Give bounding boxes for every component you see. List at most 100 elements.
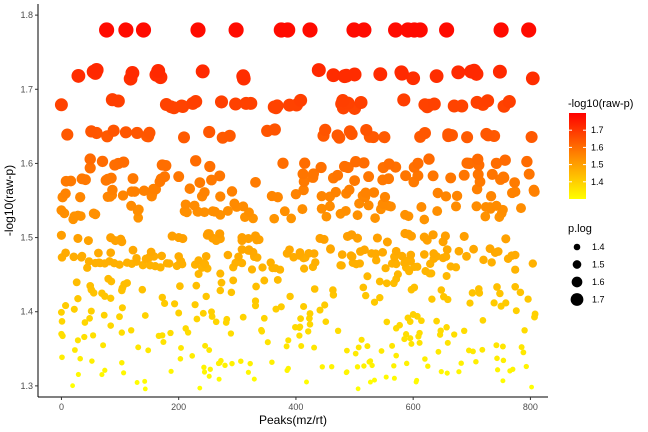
data-point <box>355 344 362 351</box>
data-point <box>358 336 365 343</box>
data-point <box>416 329 423 337</box>
data-point <box>315 233 325 243</box>
data-point <box>520 349 527 356</box>
data-point <box>360 123 373 137</box>
data-point <box>400 170 412 182</box>
data-point <box>159 332 166 339</box>
data-point <box>429 249 439 258</box>
color-bar <box>569 113 586 199</box>
data-point <box>311 344 318 351</box>
data-point <box>83 236 93 246</box>
data-point <box>148 183 159 195</box>
data-point <box>215 191 226 202</box>
data-point <box>363 272 372 281</box>
data-point <box>96 155 109 168</box>
data-point <box>129 186 140 197</box>
data-point <box>191 301 199 309</box>
data-point <box>216 286 225 295</box>
data-point <box>326 68 341 83</box>
data-point <box>207 366 213 372</box>
data-point <box>229 360 235 367</box>
data-point <box>100 342 107 349</box>
data-point <box>250 176 261 188</box>
data-point <box>73 233 83 243</box>
data-point <box>250 231 261 241</box>
data-point <box>174 252 183 261</box>
data-point <box>492 64 507 79</box>
data-point <box>194 256 203 265</box>
data-point <box>133 204 144 215</box>
data-point <box>414 377 420 383</box>
data-point <box>238 201 249 212</box>
data-point <box>252 282 260 291</box>
size-key-circle <box>572 260 582 269</box>
data-point <box>456 369 462 375</box>
data-point <box>343 125 357 138</box>
data-point <box>355 259 364 268</box>
data-point <box>216 376 222 382</box>
data-point <box>65 175 77 187</box>
data-point <box>321 301 329 309</box>
data-point <box>206 347 213 354</box>
size-key-circle <box>573 243 581 251</box>
data-point <box>412 22 428 38</box>
data-point <box>272 305 280 313</box>
data-point <box>493 22 509 38</box>
data-point <box>118 22 134 38</box>
data-point <box>435 348 442 355</box>
data-point <box>339 160 351 173</box>
data-point <box>481 94 495 108</box>
data-point <box>490 299 498 307</box>
data-point <box>107 124 120 137</box>
data-point <box>107 184 118 196</box>
data-point <box>223 129 236 142</box>
data-point <box>116 234 126 244</box>
data-point <box>85 125 98 138</box>
data-point <box>404 314 412 322</box>
data-point <box>134 380 140 385</box>
data-point <box>178 344 184 351</box>
data-point <box>294 93 308 107</box>
data-point <box>383 374 389 380</box>
data-point <box>410 283 419 292</box>
data-point <box>192 281 201 290</box>
y-tick-label: 1.5 <box>20 233 33 243</box>
data-point <box>418 317 425 325</box>
data-point <box>521 155 533 168</box>
data-point <box>378 247 388 257</box>
data-point <box>349 175 360 186</box>
data-point <box>286 213 297 224</box>
data-point <box>105 257 114 266</box>
data-point <box>397 251 407 261</box>
data-point <box>280 22 296 38</box>
data-point <box>215 229 225 239</box>
data-point <box>159 171 171 183</box>
data-point <box>216 269 225 278</box>
data-point <box>212 318 220 326</box>
data-point <box>189 353 196 359</box>
data-point <box>432 187 444 199</box>
data-point <box>159 98 173 111</box>
data-point <box>531 310 539 318</box>
data-point <box>208 308 215 316</box>
data-point <box>479 255 488 265</box>
size-key-circle <box>570 293 584 306</box>
data-point <box>319 123 332 137</box>
data-point <box>440 231 450 241</box>
data-point <box>419 214 430 225</box>
data-point <box>162 259 172 268</box>
size-legend-keys: 1.4 1.5 1.6 1.7 <box>570 242 605 306</box>
data-point <box>491 200 502 211</box>
data-point <box>190 22 206 38</box>
data-point <box>228 22 244 38</box>
data-point <box>214 170 226 182</box>
data-point <box>146 247 156 257</box>
data-point <box>119 359 125 366</box>
data-point <box>202 342 209 349</box>
data-point <box>268 123 281 136</box>
data-point <box>135 344 142 351</box>
data-point <box>512 307 520 315</box>
data-point <box>509 177 520 188</box>
data-point <box>194 177 206 188</box>
data-point <box>298 343 305 349</box>
